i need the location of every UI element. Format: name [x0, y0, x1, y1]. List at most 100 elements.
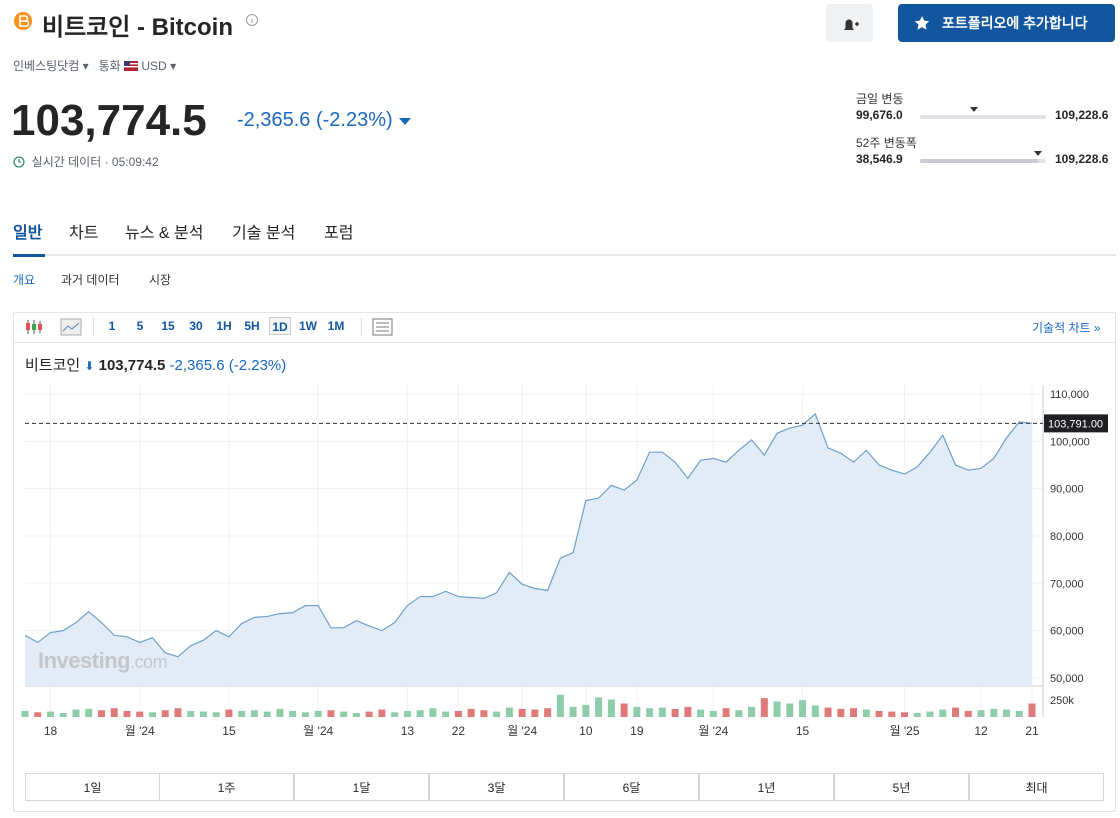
period-button[interactable]: 1일	[25, 773, 160, 801]
tab[interactable]: 차트	[69, 225, 99, 242]
chart-legend: 비트코인 ⬇ 103,774.5 -2,365.6 (-2.23%)	[25, 357, 287, 374]
x-tick-label: 월 '25	[890, 724, 920, 738]
volume-bar	[824, 707, 832, 717]
period-button[interactable]: 5년	[834, 773, 969, 801]
volume-bar	[34, 712, 42, 717]
volume-bar	[748, 706, 756, 717]
interval-button[interactable]: 1	[108, 319, 116, 333]
y-tick-label: 50,000	[1050, 673, 1084, 685]
subtab[interactable]: 개요	[13, 273, 36, 287]
volume-bar	[888, 711, 896, 717]
toolbar-sep	[361, 318, 362, 336]
volume-bar	[633, 706, 641, 717]
volume-bar	[442, 711, 450, 717]
volume-bar	[378, 709, 386, 717]
volume-bar	[314, 710, 322, 717]
volume-bar	[684, 706, 692, 717]
volume-bar	[289, 710, 297, 717]
interval-button[interactable]: 1D	[269, 317, 291, 335]
interval-button[interactable]: 5H	[244, 319, 260, 333]
volume-bar	[352, 712, 360, 717]
x-tick-label: 18	[44, 724, 58, 738]
volume-bar	[161, 710, 169, 717]
range-high: 109,228.6	[1055, 108, 1109, 122]
volume-bar	[46, 711, 54, 717]
volume-bar	[136, 711, 144, 717]
volume-bar	[799, 700, 807, 717]
tab[interactable]: 일반	[13, 225, 43, 242]
subtab[interactable]: 과거 데이터	[61, 273, 120, 287]
alert-button[interactable]	[826, 4, 873, 42]
tab[interactable]: 포럼	[324, 225, 354, 242]
volume-bar	[964, 710, 972, 717]
x-tick-label: 15	[796, 724, 810, 738]
range-marker	[1034, 151, 1042, 156]
x-tick-label: 12	[974, 724, 988, 738]
interval-button[interactable]: 1W	[299, 319, 317, 333]
volume-bar	[174, 708, 182, 717]
range-label: 52주 변동폭	[856, 136, 917, 150]
volume-bar	[901, 712, 909, 717]
currency-label: 통화	[98, 59, 121, 73]
volume-bar	[327, 710, 335, 717]
period-button[interactable]: 최대	[969, 773, 1104, 801]
x-tick-label: 13	[401, 724, 415, 738]
volume-bar	[837, 708, 845, 717]
volume-bar	[1003, 709, 1011, 717]
interval-button[interactable]: 1M	[327, 319, 345, 333]
volume-bar	[850, 708, 858, 717]
volume-bar	[531, 709, 539, 717]
portfolio-button[interactable]: 포트폴리오에 추가합니다	[898, 4, 1115, 42]
x-tick-label: 월 '24	[125, 724, 155, 738]
x-tick-label: 15	[222, 724, 236, 738]
interval-button[interactable]: 15	[161, 319, 175, 333]
volume-bar	[391, 712, 399, 717]
period-button[interactable]: 6달	[564, 773, 699, 801]
volume-bar	[658, 707, 666, 717]
interval-button[interactable]: 1H	[216, 319, 232, 333]
y-tick-label: 90,000	[1050, 484, 1084, 496]
volume-bar	[505, 707, 513, 717]
volume-bar	[518, 708, 526, 717]
bitcoin-icon	[14, 12, 32, 30]
volume-bar	[939, 709, 947, 717]
range-label: 금일 변동	[856, 92, 904, 106]
volume-bar	[952, 707, 960, 717]
x-tick-label: 21	[1025, 724, 1039, 738]
volume-bar	[646, 708, 654, 717]
period-button[interactable]: 1달	[294, 773, 429, 801]
toolbar-sep	[93, 318, 94, 336]
volume-bar	[187, 710, 195, 717]
volume-bar	[556, 694, 564, 717]
title: 비트코인 - Bitcoin	[42, 14, 233, 41]
technical-chart-link[interactable]: 기술적 차트 »	[1032, 321, 1101, 335]
period-button[interactable]: 1주	[159, 773, 294, 801]
volume-bar	[454, 710, 462, 717]
source-name: 인베스팅닷컴	[13, 59, 80, 73]
price-line	[24, 412, 1033, 658]
volume-bar	[977, 710, 985, 717]
tab[interactable]: 뉴스 & 분석	[125, 225, 204, 242]
y-tick-label: 60,000	[1050, 626, 1084, 638]
volume-bar	[990, 708, 998, 717]
tab[interactable]: 기술 분석	[232, 225, 296, 242]
subtab[interactable]: 시장	[149, 273, 172, 287]
volume-bar	[697, 709, 705, 717]
volume-bar	[709, 710, 717, 717]
volume-bar	[582, 704, 590, 717]
volume-bar	[671, 708, 679, 717]
period-button[interactable]: 1년	[699, 773, 834, 801]
volume-bar	[875, 710, 883, 717]
volume-bar	[735, 710, 743, 717]
volume-bar	[123, 710, 131, 717]
interval-button[interactable]: 5	[136, 319, 144, 333]
interval-button[interactable]: 30	[189, 319, 203, 333]
y-tick-label: 70,000	[1050, 578, 1084, 590]
volume-bar	[1028, 703, 1036, 717]
volume-bar	[21, 710, 29, 717]
watermark-suffix: .com	[130, 652, 168, 672]
x-tick-label: 19	[630, 724, 644, 738]
period-button[interactable]: 3달	[429, 773, 564, 801]
